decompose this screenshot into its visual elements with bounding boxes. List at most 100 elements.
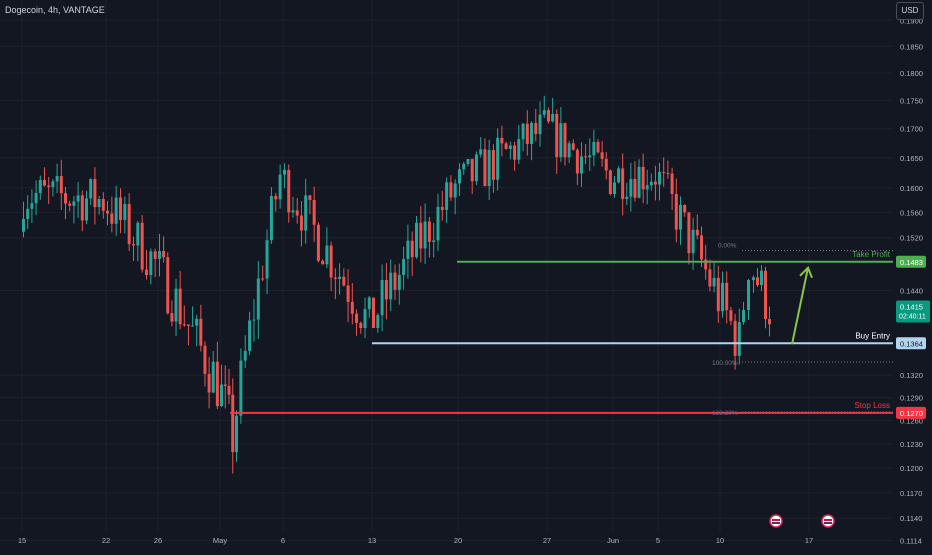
candle-body [479, 149, 483, 155]
candle-body [203, 345, 207, 374]
candle-body [410, 240, 414, 258]
candle-body [633, 178, 637, 198]
candle-body [625, 196, 629, 200]
x-tick-label: 20 [454, 536, 462, 545]
candle-body [436, 206, 440, 241]
y-tick-label: 0.1520 [900, 234, 923, 243]
candle-body [415, 222, 418, 258]
candle-body [547, 110, 550, 122]
candle-body [563, 123, 567, 158]
y-tick-label: 0.1290 [900, 394, 923, 403]
candle-body [153, 251, 157, 259]
candle-body [752, 277, 755, 281]
candle-body [445, 182, 449, 210]
candle-body [470, 158, 474, 182]
x-tick-label: 17 [805, 536, 813, 545]
flag-icon-stripe [772, 522, 780, 524]
candle-body [89, 179, 93, 199]
projection-arrow-shaft [791, 267, 809, 345]
stop-loss-price-box [896, 406, 926, 419]
candle-body [600, 152, 604, 159]
candle-body [608, 170, 612, 195]
candle-body [764, 270, 767, 320]
candle-body [316, 224, 320, 261]
take-profit-price-box [896, 255, 926, 268]
candle-body [474, 154, 478, 182]
candle-body [38, 179, 42, 193]
y-tick-label: 0.1114 [900, 537, 922, 546]
candle-body [592, 141, 596, 156]
symbol-label: Dogecoin, 4h, VANTAGE [5, 5, 105, 15]
candle-body [500, 137, 504, 144]
fib-label: 138.20% [712, 410, 738, 417]
candle-body [80, 195, 84, 221]
candle-body [538, 114, 542, 135]
candle-body [700, 235, 703, 260]
candle-body [491, 150, 495, 180]
candles [22, 95, 771, 474]
candle-body [149, 251, 153, 276]
candle-body [559, 123, 563, 158]
candle-body [729, 310, 733, 321]
candle-body [708, 269, 712, 287]
candle-body [239, 360, 243, 416]
candle-body [110, 213, 114, 224]
us-flag-icon[interactable] [821, 514, 835, 528]
candle-body [68, 203, 72, 206]
candle-body [235, 415, 238, 453]
candle-body [291, 210, 295, 213]
candle-body [666, 172, 670, 174]
candle-body [248, 320, 252, 351]
candle-body [567, 143, 571, 158]
candle-body [321, 260, 325, 265]
candle-body [223, 384, 227, 386]
candle-body [342, 276, 346, 286]
candle-body [458, 169, 461, 184]
candle-body [555, 113, 559, 158]
y-tick-label: 0.1140 [900, 514, 922, 523]
x-tick-label: 13 [368, 536, 376, 545]
candle-body [397, 274, 401, 290]
candle-body [768, 319, 771, 325]
candle-body [72, 201, 76, 206]
candle-body [687, 212, 691, 254]
candle-body [721, 282, 724, 312]
candle-body [402, 259, 406, 275]
y-tick-label: 0.1260 [900, 417, 923, 426]
candle-body [530, 122, 534, 144]
candle-body [350, 301, 354, 314]
candle-body [384, 280, 388, 300]
flag-icon-stripe [824, 522, 832, 524]
y-tick-label: 0.1560 [900, 208, 923, 217]
candle-body [613, 182, 616, 195]
candle-body [261, 278, 265, 280]
candle-body [487, 150, 491, 187]
candle-body [22, 219, 25, 232]
currency-button[interactable]: USD [896, 2, 924, 20]
candle-body [525, 123, 529, 144]
current-price-text: 0.1415 [900, 303, 923, 312]
y-tick-label: 0.1440 [900, 286, 923, 295]
candle-body [716, 277, 720, 312]
candle-body [295, 210, 299, 216]
us-flag-icon[interactable] [769, 514, 783, 528]
candle-body [145, 269, 148, 276]
candle-body [584, 156, 588, 158]
candle-body [534, 122, 538, 135]
candle-body [423, 221, 427, 249]
candle-body [679, 204, 682, 230]
fib-label: 100.00% [712, 360, 738, 367]
candle-body [325, 245, 329, 265]
candle-body [453, 183, 457, 198]
candle-body [231, 394, 235, 453]
take-profit-price-text: 0.1483 [900, 258, 923, 267]
candle-body [496, 137, 500, 180]
candle-body [85, 198, 88, 221]
candle-body [658, 171, 661, 185]
y-tick-label: 0.1850 [900, 42, 923, 51]
candle-body [182, 324, 186, 326]
countdown-text: 02:40:11 [899, 314, 926, 321]
candle-body [513, 145, 517, 160]
